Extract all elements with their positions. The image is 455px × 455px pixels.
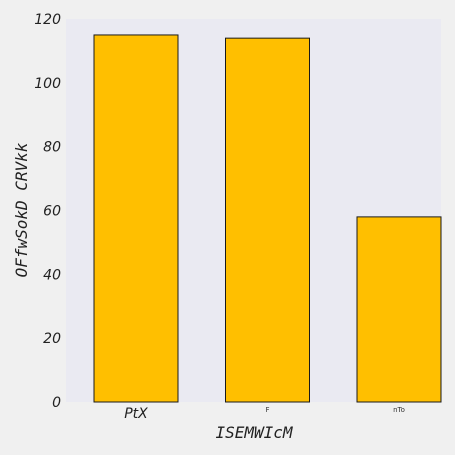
- x-tick-label: PtX: [124, 406, 148, 422]
- x-axis-label: ISEMWIcM: [215, 423, 293, 442]
- x-tick-label: nTo: [393, 406, 405, 414]
- y-tick-label: 100: [34, 76, 61, 92]
- bar-F: [225, 37, 310, 403]
- y-axis-label: OFfwSokD CRVkk: [12, 142, 31, 277]
- bar-PtX: [93, 34, 179, 403]
- bar-nTo: [356, 216, 442, 403]
- y-tick-label: 40: [43, 267, 61, 283]
- y-tick-label: 0: [52, 395, 61, 411]
- y-tick-labels: 0 20 40 60 80 100 120: [34, 12, 61, 411]
- y-tick-label: 120: [34, 12, 61, 28]
- y-tick-label: 80: [43, 140, 61, 156]
- x-tick-label: F: [265, 406, 269, 414]
- y-tick-label: 60: [43, 204, 61, 220]
- bars-group: [93, 34, 442, 403]
- y-tick-label: 20: [43, 331, 61, 347]
